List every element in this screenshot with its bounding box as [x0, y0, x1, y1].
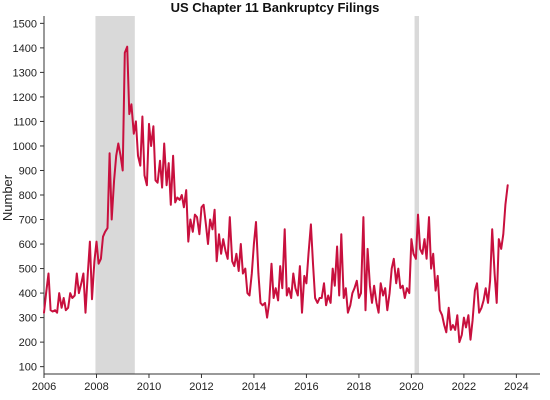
y-tick-label: 1000: [13, 141, 37, 153]
y-tick-label: 900: [19, 165, 37, 177]
x-tick-label: 2010: [137, 381, 161, 393]
y-tick-label: 1100: [13, 116, 37, 128]
x-tick-label: 2020: [399, 381, 423, 393]
y-tick-label: 1500: [13, 18, 37, 30]
x-tick-label: 2024: [504, 381, 528, 393]
y-axis-ticks: 100 200 300 400 500 600 700 800 900 1000 1100 1200 1…: [13, 18, 44, 374]
y-tick-label: 600: [19, 239, 37, 251]
x-axis-ticks: 2006 2008 2010 2012 2014 2016 2018 2020 2022 2024: [32, 374, 529, 393]
y-axis-label: Number: [0, 174, 15, 221]
y-tick-label: 100: [19, 362, 37, 374]
x-tick-label: 2006: [32, 381, 56, 393]
y-tick-label: 200: [19, 337, 37, 349]
y-tick-label: 400: [19, 288, 37, 300]
x-tick-label: 2012: [189, 381, 213, 393]
x-tick-label: 2016: [294, 381, 318, 393]
y-tick-label: 1300: [13, 67, 37, 79]
recession-band-1: [414, 16, 420, 374]
recession-shading: [95, 16, 420, 374]
y-tick-label: 800: [19, 190, 37, 202]
x-tick-label: 2014: [242, 381, 266, 393]
series-layer: [43, 45, 509, 344]
chart-title: US Chapter 11 Bankruptcy Filings: [171, 0, 380, 15]
y-tick-label: 1200: [13, 92, 37, 104]
y-tick-label: 1400: [13, 43, 37, 55]
y-tick-label: 500: [19, 264, 37, 276]
x-tick-label: 2008: [84, 381, 108, 393]
y-tick-label: 700: [19, 215, 37, 227]
y-tick-label: 300: [19, 313, 37, 325]
x-tick-label: 2022: [452, 381, 476, 393]
x-tick-label: 2018: [347, 381, 371, 393]
